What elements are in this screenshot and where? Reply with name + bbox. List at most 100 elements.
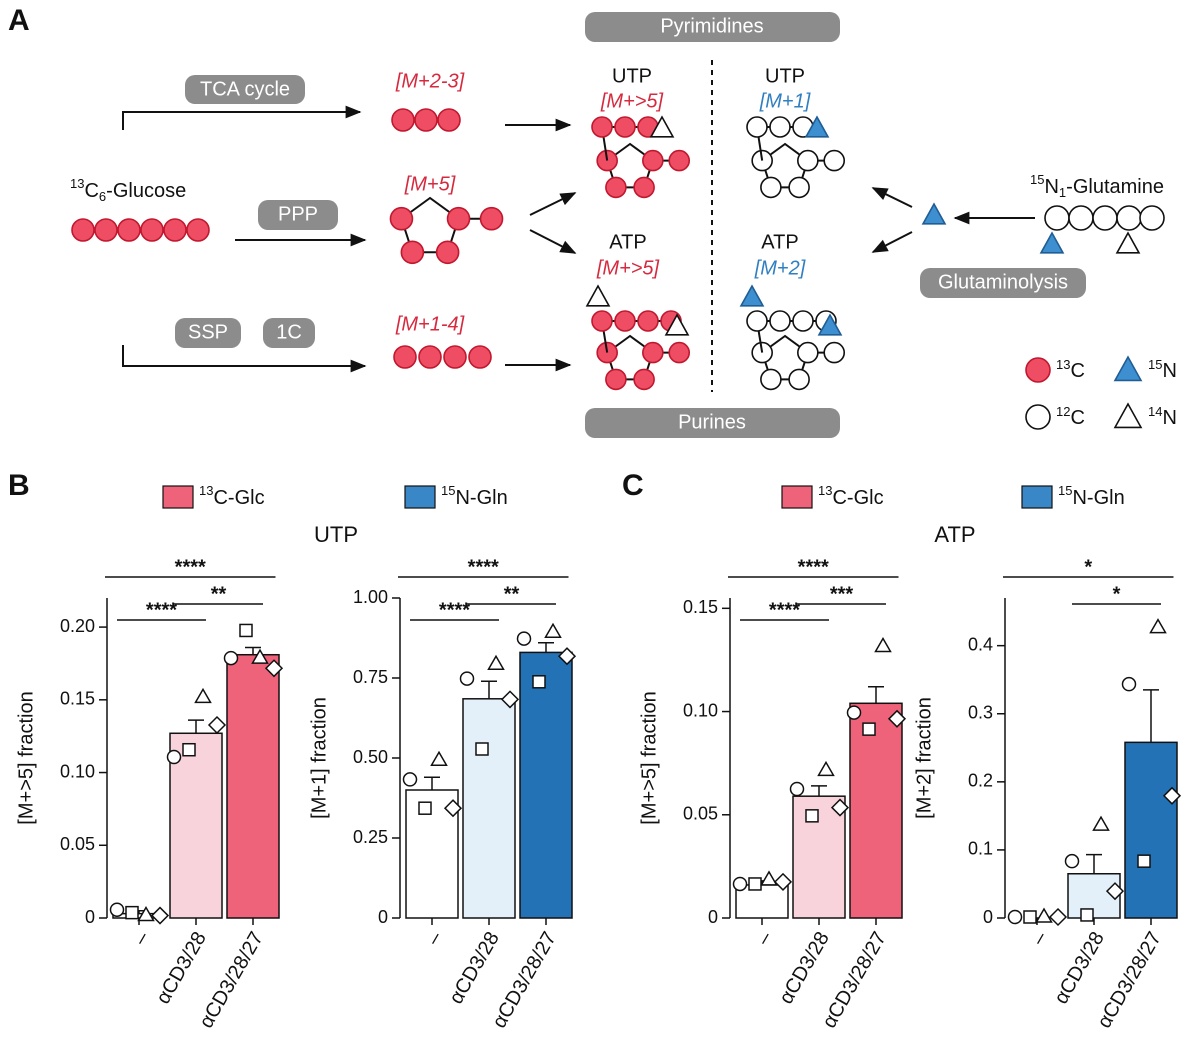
group-title: ATP: [934, 522, 975, 547]
bar: [1124, 741, 1178, 919]
nucleotide-name: UTP: [612, 65, 652, 87]
point-diamond: [1048, 907, 1068, 927]
y-tick-label: 0.10: [60, 761, 95, 781]
atom: [391, 108, 415, 132]
pill: [263, 318, 315, 348]
legend-label: 15N-Gln: [1058, 483, 1125, 509]
y-tick-label: 0: [85, 907, 95, 927]
point-triangle: [194, 687, 212, 704]
sup: 13: [70, 176, 84, 191]
point-triangle: [1092, 815, 1110, 831]
pill: [585, 408, 840, 438]
legend-swatch: [162, 485, 194, 509]
atom: [823, 341, 846, 364]
legend-swatch: [1021, 485, 1053, 509]
sub: 6: [99, 189, 106, 204]
bar: [462, 698, 516, 919]
pathway-label: TCA cycle: [200, 78, 290, 100]
atom: [1044, 205, 1070, 231]
y-tick-label: 0.4: [968, 634, 993, 654]
atom: [637, 310, 659, 332]
atom: [393, 345, 417, 369]
nitrogen: [1113, 355, 1143, 382]
group-label: Pyrimidines: [660, 15, 763, 37]
y-axis-label: [M+1] fraction: [308, 697, 330, 819]
atom: [797, 149, 819, 172]
point-square: [418, 801, 432, 815]
legend-label: 15N-Gln: [441, 483, 508, 509]
nitrogen: [1113, 402, 1143, 429]
sup: 15: [1030, 172, 1044, 187]
atom: [788, 176, 810, 199]
atom: [71, 218, 95, 242]
panel-label: B: [8, 469, 30, 502]
arrows: [122, 60, 1035, 392]
y-tick-label: 0.2: [968, 771, 993, 791]
bar: [226, 653, 280, 919]
point-triangle: [251, 648, 269, 664]
nucleotide-name: UTP: [765, 65, 805, 87]
atom: [823, 149, 846, 172]
y-axis-label: [M+>5] fraction: [15, 691, 37, 824]
atom: [400, 240, 425, 265]
atom: [591, 310, 613, 332]
point-square: [475, 742, 489, 756]
y-tick-label: 0.15: [683, 597, 718, 617]
error-bar: [868, 686, 884, 704]
y-tick-label: 0.3: [968, 702, 993, 722]
point-square: [1137, 854, 1151, 868]
point-circle: [1064, 853, 1080, 869]
group-title: UTP: [314, 522, 358, 547]
point-diamond: [557, 647, 577, 666]
legend-label: 13C: [1056, 357, 1085, 382]
y-tick-label: 0.50: [353, 747, 388, 767]
pathway-label: SSP: [188, 321, 228, 343]
atom: [435, 240, 460, 265]
atom: [746, 116, 768, 138]
nitrogen: [1039, 231, 1065, 254]
atom: [760, 176, 782, 199]
pill: [185, 75, 305, 104]
atom: [769, 116, 791, 138]
point-square: [748, 877, 762, 891]
isotopologue-label: [M+5]: [404, 173, 456, 195]
text: N: [1162, 407, 1176, 429]
point-triangle: [137, 906, 155, 922]
atom: [468, 345, 492, 369]
legend-label: 14N: [1148, 404, 1177, 429]
atom: [642, 149, 664, 172]
legend-swatch: [404, 485, 436, 509]
atom: [1025, 357, 1051, 383]
error-bar: [1143, 689, 1159, 743]
sup: 13: [818, 483, 832, 498]
point-triangle: [430, 750, 448, 766]
point-circle: [1121, 676, 1137, 692]
point-circle: [109, 902, 125, 917]
atom: [140, 218, 164, 242]
significance-label: ****: [439, 599, 470, 621]
isotopologue-label: [M+1-4]: [395, 313, 465, 335]
y-tick-label: 0: [378, 907, 388, 927]
atom: [163, 218, 187, 242]
atom: [797, 341, 819, 364]
atom: [591, 116, 613, 138]
point-square: [532, 675, 546, 689]
sup: 15: [441, 483, 455, 498]
point-diamond: [150, 906, 170, 925]
pill: [585, 12, 840, 42]
pill: [175, 318, 241, 348]
point-circle: [459, 671, 475, 686]
point-diamond: [500, 690, 520, 709]
error-bar: [245, 646, 261, 655]
point-triangle: [1149, 618, 1167, 634]
atom: [117, 218, 141, 242]
y-tick-label: 0: [983, 907, 993, 927]
point-diamond: [887, 709, 907, 728]
point-square: [125, 905, 139, 920]
significance-label: ****: [468, 556, 499, 578]
atom: [1092, 205, 1118, 231]
atom: [792, 310, 814, 332]
glutamine-label: 15N1-Glutamine: [1030, 172, 1164, 200]
atom: [668, 341, 691, 364]
